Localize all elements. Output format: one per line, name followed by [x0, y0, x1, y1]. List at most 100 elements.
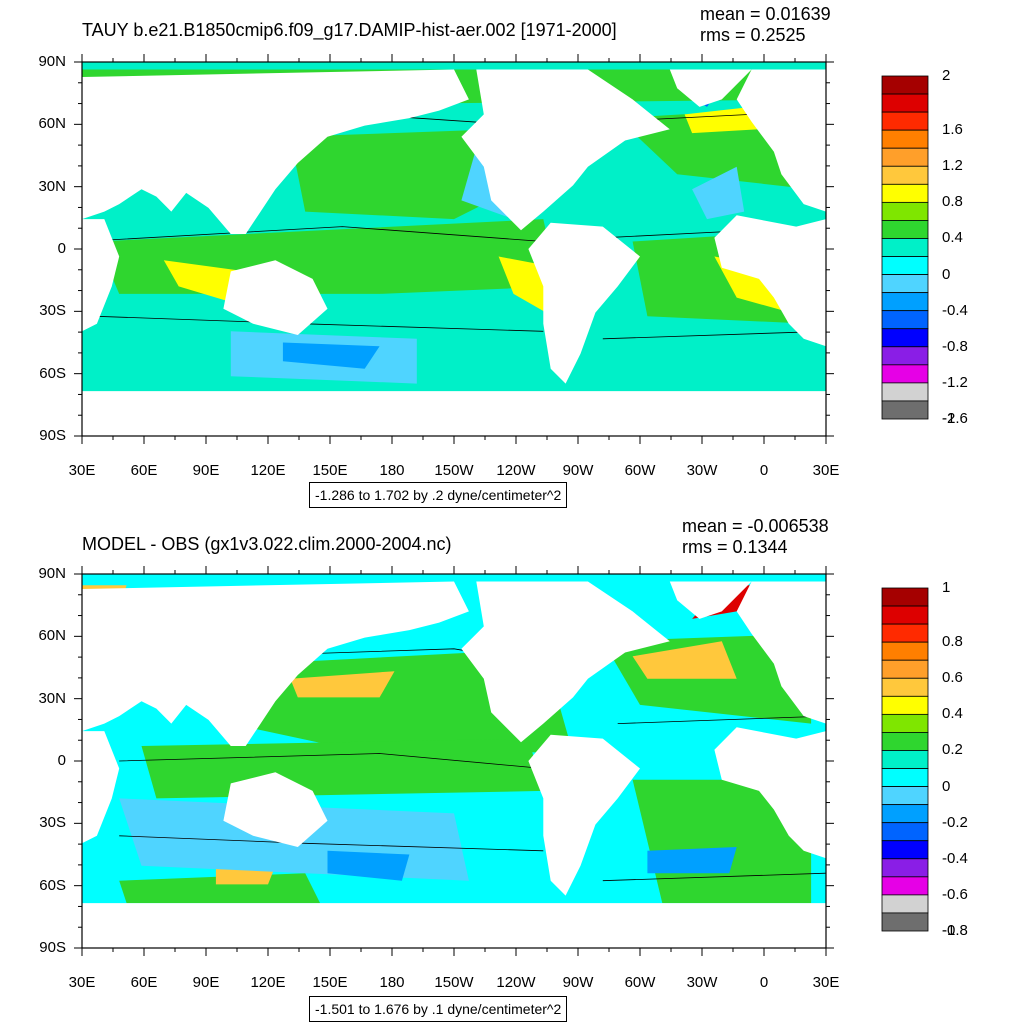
lat-label: 30N — [38, 177, 66, 195]
colorbar-label: 0.8 — [942, 633, 963, 651]
colorbar-swatch — [881, 677, 929, 697]
lon-label: 150W — [434, 462, 474, 479]
field-layer — [82, 62, 826, 436]
land-mask-africa — [82, 219, 120, 332]
lon-label: 120W — [496, 974, 536, 991]
colorbar-label: 0.4 — [942, 705, 963, 723]
land-mask-samerica — [528, 222, 640, 384]
colorbar-label: 1.2 — [942, 157, 963, 175]
colorbar-label: 0 — [942, 265, 951, 283]
colorbar-swatch — [881, 111, 929, 131]
panel-model-minus-obs: MODEL - OBS (gx1v3.022.clim.2000-2004.nc… — [0, 512, 1024, 1024]
colorbar-swatch — [881, 238, 929, 257]
contour-region — [684, 106, 759, 134]
colorbar-swatch — [881, 292, 929, 312]
land-mask-australia — [223, 260, 328, 335]
land-mask-greenland — [669, 69, 752, 107]
colorbar-swatch — [881, 605, 929, 625]
lon-label: 90E — [192, 462, 220, 479]
contour-line — [602, 872, 826, 882]
colorbar-swatch — [881, 400, 929, 420]
colorbar-swatch — [881, 147, 929, 167]
panel-tauy: TAUY b.e21.B1850cmip6.f09_g17.DAMIP-hist… — [38, 4, 968, 508]
plot-title: MODEL - OBS (gx1v3.022.clim.2000-2004.nc… — [82, 534, 452, 554]
contour-line — [82, 226, 544, 242]
plot-title: TAUY b.e21.B1850cmip6.f09_g17.DAMIP-hist… — [82, 20, 617, 40]
lat-label: 60N — [38, 627, 66, 645]
lon-label: 150E — [312, 974, 348, 991]
colorbar-label: -1.6 — [942, 410, 968, 427]
colorbar-swatch — [881, 894, 929, 914]
colorbar-swatch — [881, 129, 929, 149]
colorbar-swatch — [881, 768, 929, 787]
mean-value: mean = 0.01639 — [700, 4, 831, 24]
contour-line — [119, 753, 544, 769]
lon-label: 60W — [624, 974, 656, 991]
lon-label: 120E — [250, 462, 286, 479]
map-svg — [74, 54, 929, 444]
colorbar-swatch — [881, 382, 929, 402]
land-mask-asia — [82, 581, 469, 746]
lon-label: 30W — [686, 462, 718, 479]
colorbar-swatch — [881, 165, 929, 185]
colorbar-swatch — [881, 732, 929, 751]
lat-label: 60S — [39, 876, 66, 894]
lon-label: 150E — [312, 462, 348, 479]
colorbar-label: 1 — [942, 579, 951, 596]
lon-label: 90W — [562, 462, 594, 479]
lat-label: 60S — [39, 364, 66, 382]
rms-value: rms = 0.2525 — [700, 25, 806, 45]
contour-region — [141, 738, 544, 799]
colorbar-swatch — [881, 364, 929, 384]
lat-label: 90N — [38, 53, 66, 70]
colorbar-swatch — [881, 183, 929, 203]
lon-label: 60E — [130, 462, 158, 479]
lat-label: 90S — [39, 939, 66, 956]
contour-region — [632, 641, 737, 679]
lon-label: 60W — [624, 462, 656, 479]
lat-label: 60N — [38, 115, 66, 133]
colorbar-swatch — [881, 75, 929, 95]
land-mask-europe — [736, 69, 826, 212]
land-mask-greenland — [669, 581, 752, 619]
colorbar-label: 0.6 — [942, 669, 963, 687]
colorbar-swatch — [881, 786, 929, 806]
lat-label: 0 — [57, 752, 66, 769]
colorbar-swatch — [881, 93, 929, 113]
colorbar-label: -0.8 — [942, 922, 968, 939]
colorbar-label: -1 — [942, 922, 956, 939]
colorbar-swatch — [881, 840, 929, 860]
colorbar-label: -1.2 — [942, 373, 968, 391]
land-mask-australia — [223, 772, 328, 847]
lat-label: 90S — [39, 427, 66, 444]
lon-label: 30E — [812, 462, 840, 479]
lon-label: 120E — [250, 974, 286, 991]
colorbar-swatch — [881, 623, 929, 643]
land-mask-africaR — [714, 215, 826, 347]
colorbar-swatch — [881, 750, 929, 769]
lon-label: 120W — [496, 462, 536, 479]
colorbar-label: -0.2 — [942, 813, 968, 831]
colorbar-swatch — [881, 274, 929, 294]
lat-label: 0 — [57, 240, 66, 257]
land-mask-africaR — [714, 727, 826, 859]
lat-label: 30S — [39, 302, 66, 320]
contour-region — [327, 850, 410, 881]
colorbar-label: 0.8 — [942, 193, 963, 211]
contour-region — [692, 166, 745, 220]
lat-label: 90N — [38, 565, 66, 582]
colorbar-label: 0.2 — [942, 741, 963, 759]
contour-line — [119, 835, 544, 852]
colorbar-swatch — [881, 328, 929, 348]
colorbar-swatch — [881, 858, 929, 878]
colorbar-label: -0.4 — [942, 301, 968, 319]
colorbar-swatch — [881, 912, 929, 932]
colorbar-swatch — [881, 346, 929, 366]
lon-label: 90E — [192, 974, 220, 991]
contour-region — [647, 847, 737, 874]
lon-label: 30E — [68, 974, 96, 991]
land-mask-asia — [82, 69, 469, 234]
colorbar-swatch — [881, 201, 929, 221]
land-mask-namerica — [461, 581, 670, 743]
field-layer — [82, 574, 826, 948]
